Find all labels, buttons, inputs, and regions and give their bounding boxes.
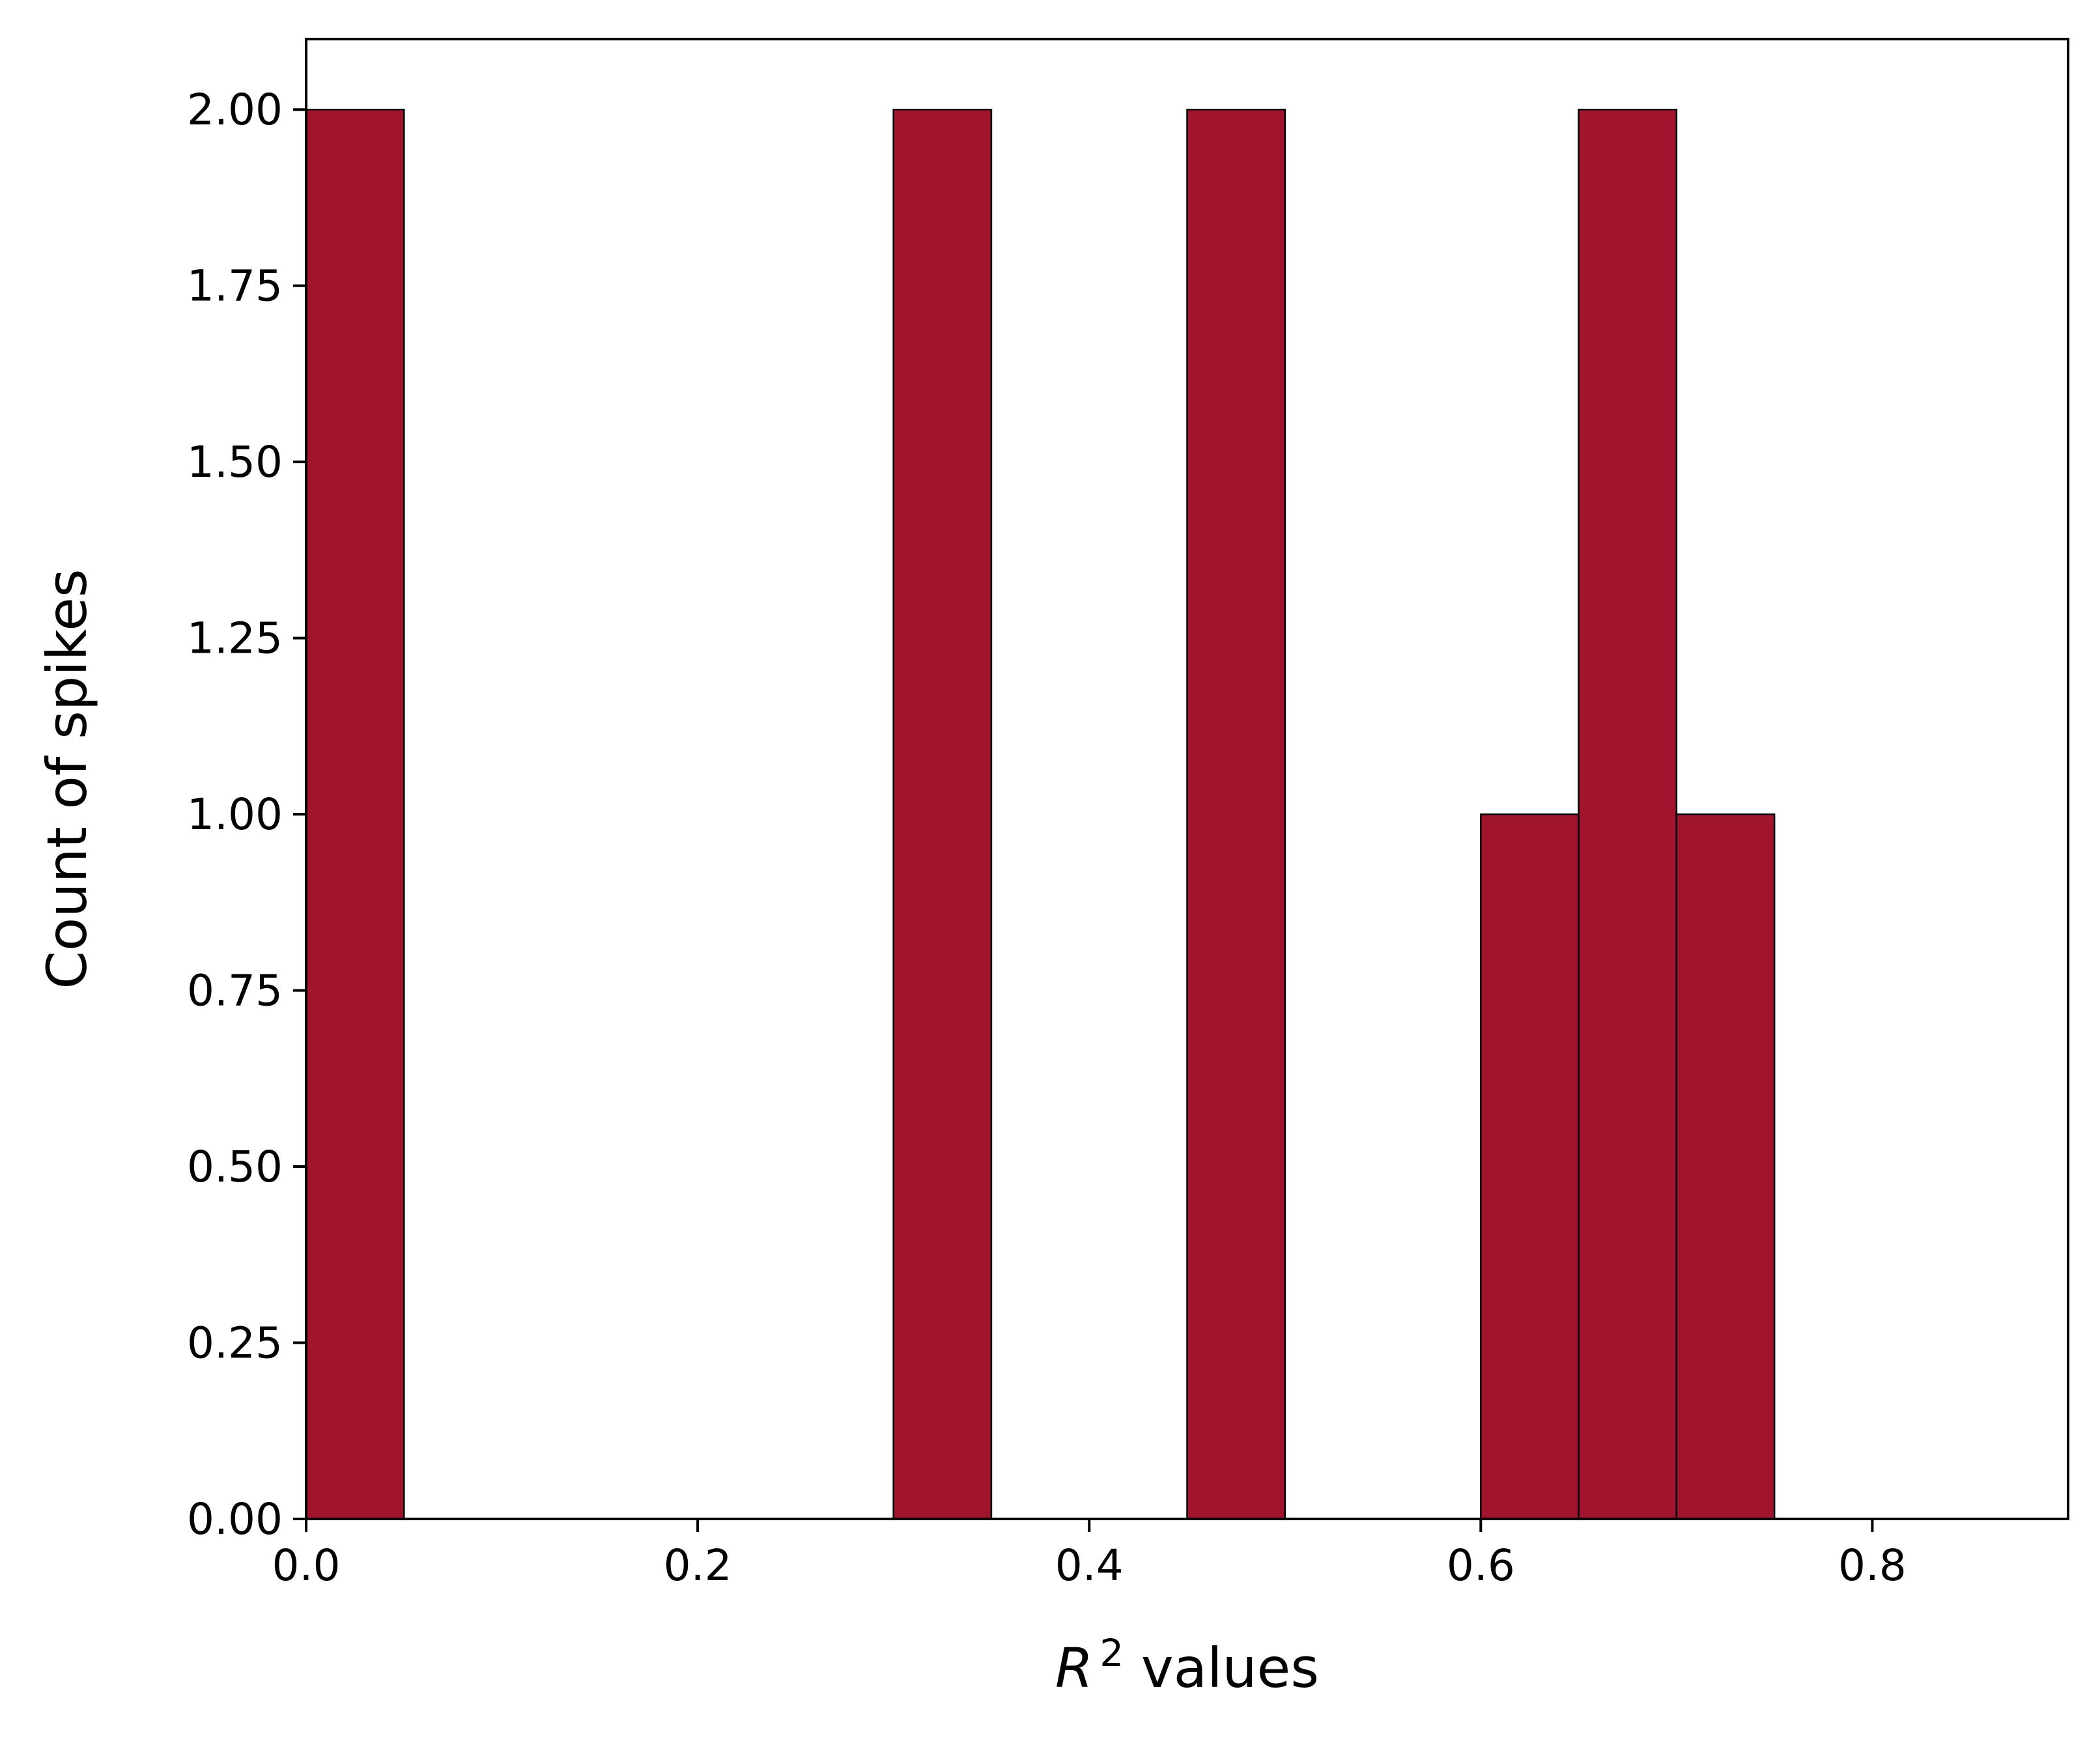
y-axis-ticks: 0.00 0.25 0.50 0.75 1.00 1.25 1.50 1.75 2.00 (187, 85, 306, 1544)
y-tick-label-3: 0.75 (187, 966, 283, 1016)
histogram-bar-0 (305, 108, 405, 1520)
y-tick-label-0: 0.00 (187, 1494, 283, 1544)
histogram-bar-5 (1675, 813, 1776, 1520)
y-tick-label-1: 0.25 (187, 1318, 283, 1368)
x-axis-ticks: 0.0 0.2 0.4 0.6 0.8 (272, 1519, 1907, 1591)
y-tick-label-5: 1.25 (187, 614, 283, 664)
y-tick-label-2: 0.50 (187, 1142, 283, 1192)
histogram-bar-1 (892, 108, 993, 1520)
x-axis-label-rest: values (1124, 1636, 1319, 1700)
y-tick-label-6: 1.50 (187, 437, 283, 487)
y-tick-label-7: 1.75 (187, 261, 283, 311)
histogram-bar-3 (1480, 813, 1580, 1520)
y-axis-label: Count of spikes (35, 569, 99, 989)
x-tick-label-4: 0.8 (1838, 1540, 1907, 1591)
x-tick-label-1: 0.2 (664, 1540, 732, 1591)
x-tick-label-3: 0.6 (1447, 1540, 1515, 1591)
histogram-bar-2 (1186, 108, 1286, 1520)
x-axis-label-base: R (1055, 1636, 1093, 1700)
y-tick-label-4: 1.00 (187, 789, 283, 840)
y-tick-label-8: 2.00 (187, 85, 283, 135)
plot-frame (305, 38, 2069, 1520)
histogram-bar-4 (1578, 108, 1678, 1520)
bars-group (305, 108, 1776, 1520)
x-tick-label-0: 0.0 (272, 1540, 341, 1591)
x-tick-label-2: 0.4 (1055, 1540, 1124, 1591)
x-axis-label-superscript: 2 (1100, 1631, 1124, 1675)
